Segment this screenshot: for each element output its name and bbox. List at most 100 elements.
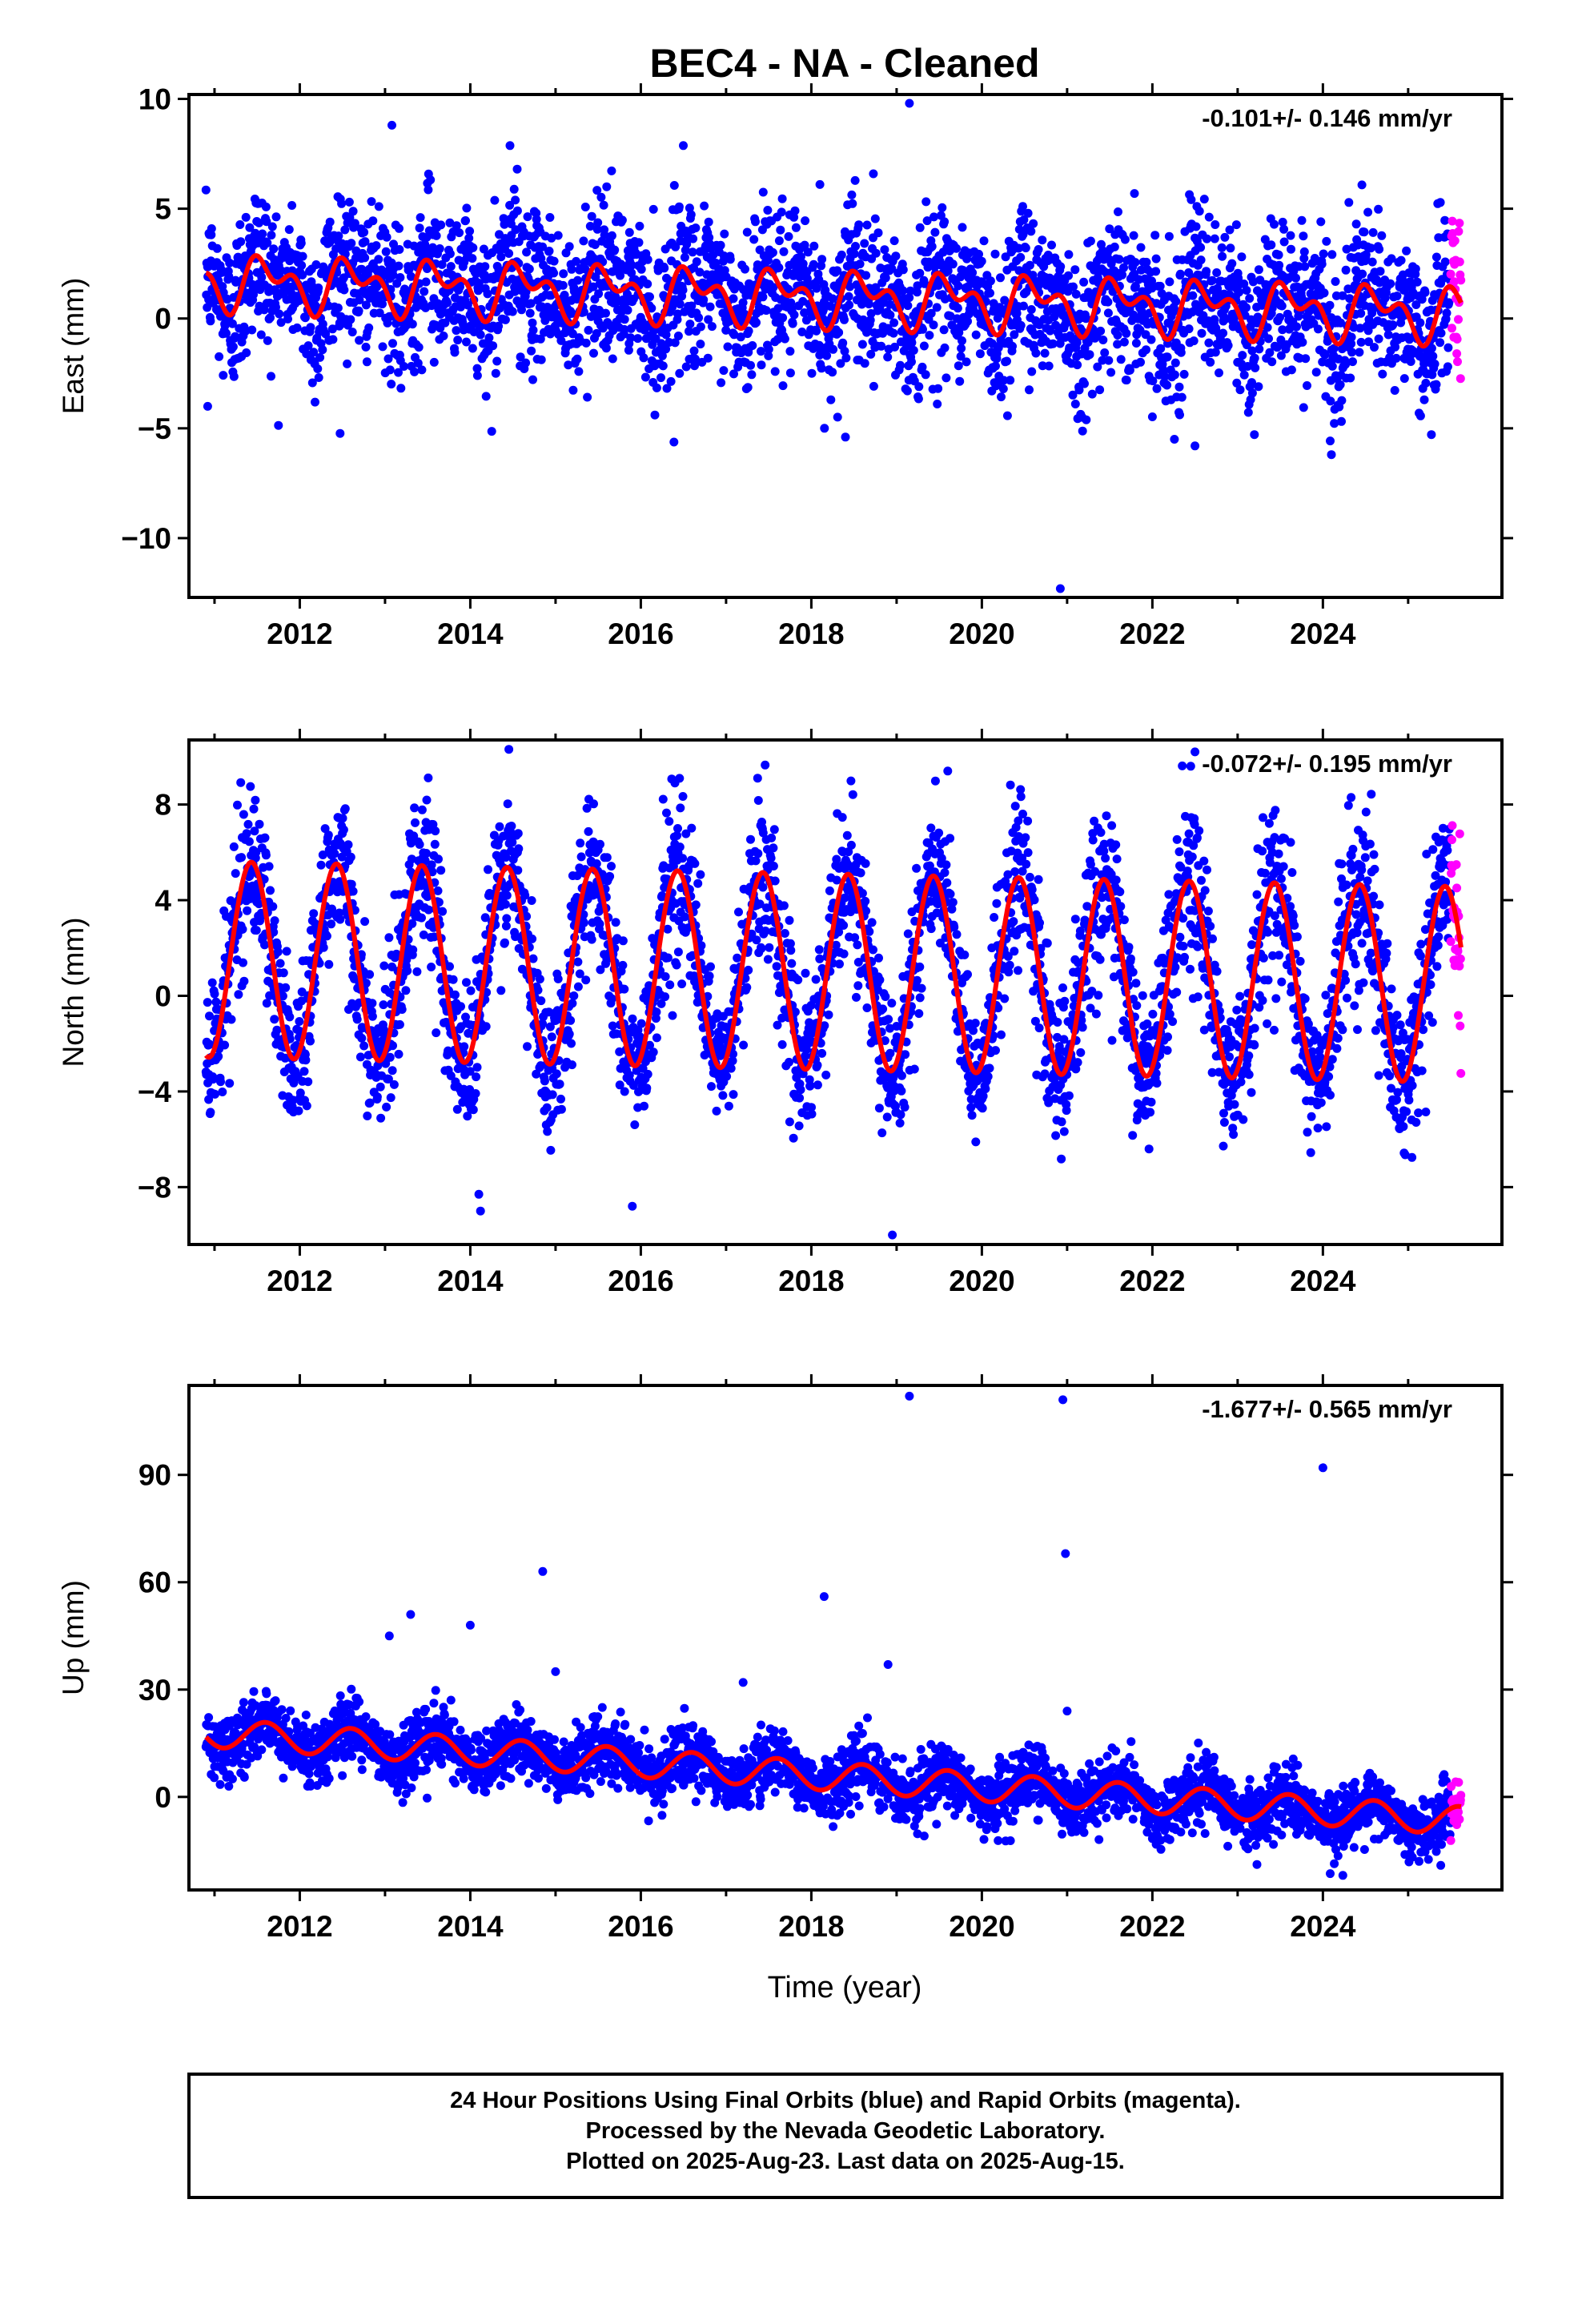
final-point	[434, 854, 443, 864]
final-point	[1150, 231, 1160, 240]
final-point	[774, 263, 784, 272]
final-point	[568, 385, 578, 395]
final-point	[535, 975, 544, 984]
final-point	[837, 250, 846, 259]
final-point	[468, 344, 477, 353]
final-point	[977, 256, 986, 266]
final-point	[757, 347, 765, 356]
final-point	[1322, 236, 1331, 246]
final-point	[295, 1088, 305, 1098]
final-point	[932, 303, 942, 312]
final-point	[297, 260, 307, 270]
final-point	[636, 264, 646, 274]
final-point	[1435, 198, 1445, 207]
final-point	[320, 824, 330, 834]
final-point	[379, 1000, 388, 1010]
final-point	[688, 247, 697, 257]
final-point	[1148, 376, 1158, 386]
final-point	[968, 268, 978, 277]
final-point	[1275, 312, 1284, 322]
final-point	[1080, 379, 1089, 388]
final-point	[1343, 284, 1353, 294]
final-point	[1103, 297, 1113, 307]
y-tick-label: 0	[155, 303, 171, 336]
final-point	[388, 271, 398, 279]
x-tick-label: 2020	[949, 617, 1014, 650]
final-point	[361, 342, 371, 352]
final-point	[436, 866, 446, 875]
final-point	[926, 308, 936, 318]
final-point	[271, 303, 280, 312]
final-point	[797, 328, 807, 336]
final-point	[779, 901, 789, 911]
final-point	[661, 972, 670, 981]
final-point	[451, 990, 460, 999]
final-point	[1319, 288, 1329, 298]
final-point	[394, 261, 404, 271]
final-point	[1098, 336, 1108, 344]
final-point	[1186, 195, 1196, 204]
final-point	[354, 306, 363, 316]
final-point	[1177, 392, 1186, 402]
final-point	[628, 1014, 637, 1023]
final-point	[417, 913, 426, 923]
final-point	[323, 830, 333, 840]
final-point	[915, 223, 925, 232]
final-point	[242, 348, 251, 357]
final-point	[718, 1091, 728, 1100]
final-point	[589, 348, 598, 358]
final-point	[1235, 385, 1245, 395]
final-point	[413, 359, 423, 368]
final-point	[471, 1089, 480, 1098]
final-point	[1074, 385, 1084, 395]
final-point	[507, 822, 516, 830]
final-point	[339, 285, 349, 295]
final-point	[1000, 296, 1010, 305]
final-point	[662, 384, 672, 393]
final-point	[1179, 369, 1189, 379]
final-point	[1247, 378, 1256, 388]
final-point	[1274, 250, 1283, 259]
final-point	[505, 200, 515, 210]
final-point	[1008, 341, 1017, 351]
rapid-point	[1452, 349, 1462, 359]
final-point	[284, 225, 294, 235]
outlier-point	[815, 179, 825, 189]
final-point	[387, 380, 396, 389]
final-point	[468, 1105, 478, 1115]
final-point	[445, 962, 454, 971]
final-point	[555, 1080, 564, 1089]
final-point	[748, 341, 757, 350]
final-point	[231, 332, 240, 341]
final-point	[362, 357, 371, 367]
final-point	[669, 181, 679, 190]
final-point	[785, 347, 795, 356]
final-point	[633, 334, 643, 344]
final-point	[435, 244, 444, 253]
final-point	[828, 368, 837, 377]
final-point	[436, 220, 446, 230]
final-point	[1225, 225, 1235, 235]
final-point	[309, 909, 319, 919]
final-point	[595, 919, 604, 929]
final-point	[504, 249, 514, 258]
final-point	[650, 410, 660, 420]
final-point	[677, 979, 687, 989]
final-point	[1142, 257, 1151, 267]
final-point	[1440, 215, 1450, 225]
final-point	[652, 1007, 661, 1017]
final-point	[360, 917, 370, 927]
final-point	[1118, 270, 1127, 279]
final-point	[503, 799, 512, 809]
final-point	[448, 975, 458, 984]
final-point	[1068, 390, 1078, 400]
final-point	[678, 792, 688, 801]
rapid-point	[1456, 374, 1465, 384]
final-point	[1430, 360, 1439, 368]
x-tick-label: 2018	[778, 617, 844, 650]
final-point	[204, 1095, 214, 1104]
final-point	[685, 203, 694, 213]
final-point	[504, 745, 514, 754]
final-point	[206, 316, 215, 326]
final-point	[1229, 316, 1239, 325]
